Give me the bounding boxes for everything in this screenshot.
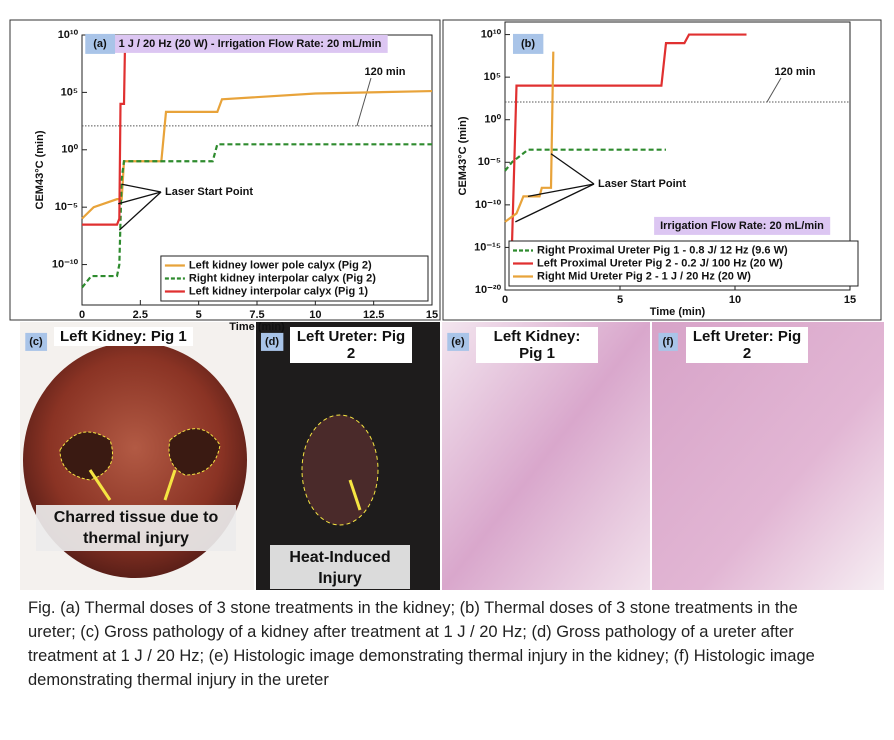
panel-label-box [25, 332, 48, 351]
annotation-arrow [121, 183, 162, 193]
chart-title: 1 J / 20 Hz (20 W) - Irrigation Flow Rat… [119, 38, 382, 50]
panel-label-box [260, 332, 284, 351]
y-tick-label: 10⁻²⁰ [475, 284, 502, 296]
panel-note: Charred tissue due to thermal injury [36, 505, 236, 551]
annotation-arrow [117, 191, 162, 205]
panel-note: Heat-Induced Injury [270, 545, 410, 589]
panel-title-box: Left Kidney: Pig 1 [476, 327, 598, 363]
y-tick-label: 10⁰ [484, 114, 501, 126]
panel-title-box: Left Kidney: Pig 1 [54, 327, 193, 346]
chart-title: Irrigation Flow Rate: 20 mL/min [660, 220, 824, 232]
panel-title: Left Ureter: Pig 2 [290, 327, 412, 363]
x-axis-label: Time (min) [229, 321, 285, 333]
x-tick-label: 15 [426, 309, 438, 321]
annotation: Laser Start Point [598, 178, 686, 190]
panel-label-box [658, 332, 678, 351]
panel-label: (d) [265, 336, 279, 348]
x-tick-label: 10 [309, 309, 321, 321]
y-tick-label: 10⁵ [484, 71, 501, 83]
panel-note-box: Heat-Induced Injury [270, 545, 410, 589]
annotation-arrow [118, 191, 162, 231]
reference-label: 120 min [775, 66, 816, 78]
x-axis-label: Time (min) [650, 306, 706, 318]
panel-title: Left Kidney: Pig 1 [54, 327, 193, 346]
injury-region [301, 414, 379, 526]
histology-kidney [442, 322, 650, 590]
reference-arrow [766, 77, 782, 103]
y-axis-label: CEM43°C (min) [34, 130, 46, 209]
reference-arrow [356, 77, 372, 127]
panel-title: Left Kidney: Pig 1 [476, 327, 598, 363]
charred-region [168, 428, 221, 476]
annotation-arrow [527, 183, 595, 197]
legend-label: Right Proximal Ureter Pig 1 - 0.8 J/ 12 … [537, 244, 788, 256]
y-tick-label: 10¹⁰ [481, 28, 502, 40]
histology-ureter [652, 322, 884, 590]
legend-label: Right kidney interpolar calyx (Pig 2) [189, 272, 376, 284]
y-tick-label: 10⁵ [61, 86, 78, 98]
panel-label: (a) [93, 38, 107, 50]
arrow [88, 469, 177, 501]
x-tick-label: 12.5 [363, 309, 384, 321]
title-box [112, 34, 388, 53]
y-tick-label: 10⁻¹⁰ [52, 258, 79, 270]
series-line [81, 143, 432, 289]
series-line [504, 51, 555, 223]
arrow [348, 479, 362, 511]
panel-label-box [447, 332, 470, 351]
title-box [654, 216, 831, 235]
legend-label: Left kidney lower pole calyx (Pig 2) [189, 259, 372, 271]
x-tick-label: 2.5 [133, 309, 148, 321]
y-tick-label: 10¹⁰ [58, 29, 79, 41]
panel-label: (e) [451, 336, 465, 348]
y-tick-label: 10⁻⁵ [55, 201, 78, 213]
caption: Fig. (a) Thermal doses of 3 stone treatm… [28, 599, 815, 689]
legend-label: Right Mid Ureter Pig 2 - 1 J / 20 Hz (20… [537, 270, 751, 282]
x-tick-label: 10 [729, 294, 741, 306]
panel-frame [9, 19, 441, 321]
panel-label-box [85, 33, 116, 54]
annotation: Laser Start Point [165, 186, 253, 198]
panel-label: (c) [29, 336, 43, 348]
reference-label: 120 min [365, 66, 406, 78]
x-tick-label: 0 [502, 294, 508, 306]
charred-region [59, 431, 113, 481]
x-tick-label: 5 [617, 294, 623, 306]
legend-box [160, 255, 429, 302]
y-tick-label: 10⁰ [61, 144, 78, 156]
legend-label: Left kidney interpolar calyx (Pig 1) [189, 285, 368, 297]
figure: 10⁻¹⁰ 10⁻⁵ 10⁰ 10⁵ 10¹⁰ 0 2.5 5 7.5 10 12.5 15 Time … [9, 19, 884, 590]
y-tick-label: 10⁻¹⁰ [475, 199, 502, 211]
panel-title-box: Left Ureter: Pig 2 [290, 327, 412, 363]
y-tick-label: 10⁻⁵ [478, 156, 501, 168]
annotation-arrow [515, 183, 595, 223]
panel-label: (b) [521, 38, 535, 50]
y-tick-label: 10⁻¹⁵ [474, 241, 501, 253]
panel-title: Left Ureter: Pig 2 [686, 327, 808, 363]
legend-label: Left Proximal Ureter Pig 2 - 0.2 J/ 100 … [537, 257, 783, 269]
legend-box [508, 240, 859, 287]
panel-label-box [512, 33, 544, 54]
x-tick-label: 7.5 [249, 309, 264, 321]
y-axis-label: CEM43°C (min) [457, 116, 469, 195]
series-line [82, 34, 127, 226]
x-tick-label: 15 [844, 294, 856, 306]
panel-label: (f) [663, 336, 674, 348]
annotation-arrow [550, 153, 595, 185]
panel-title-box: Left Ureter: Pig 2 [686, 327, 808, 363]
x-tick-label: 5 [196, 309, 202, 321]
panel-frame [442, 19, 882, 321]
x-tick-label: 0 [79, 309, 85, 321]
series-line [510, 33, 747, 248]
series-line [504, 148, 666, 172]
panel-note-box: Charred tissue due to thermal injury [36, 505, 236, 551]
